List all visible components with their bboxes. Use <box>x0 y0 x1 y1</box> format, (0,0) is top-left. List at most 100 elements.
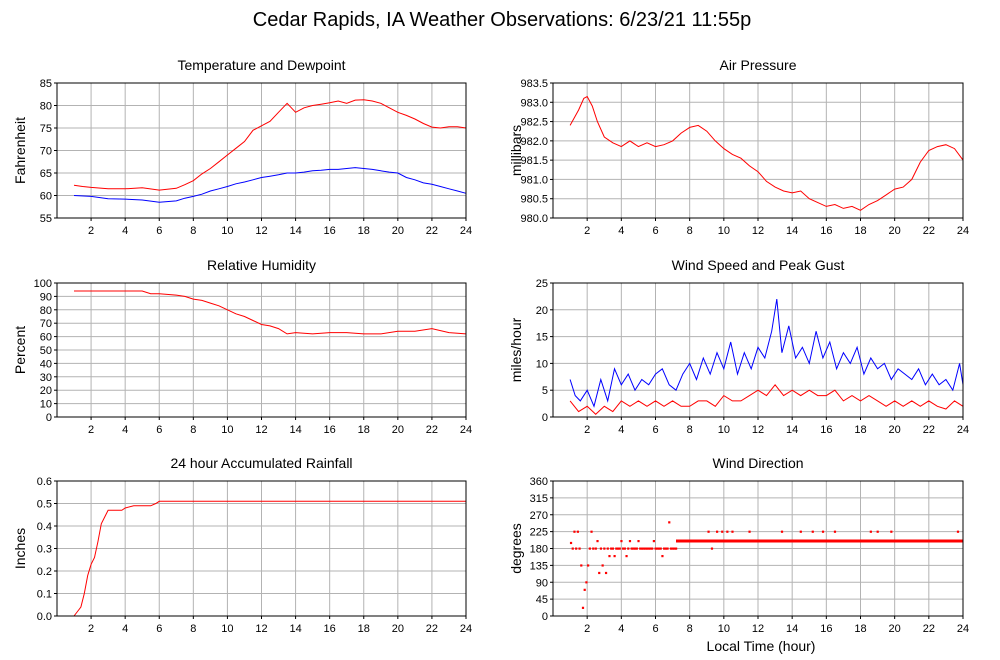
y-tick-label: 55 <box>40 213 52 225</box>
x-tick-label: 16 <box>324 424 336 436</box>
x-tick-label: 14 <box>786 424 798 436</box>
data-point <box>956 530 960 533</box>
y-tick-label: 983.0 <box>520 97 548 109</box>
data-point <box>731 530 734 533</box>
y-tick-label: 30 <box>40 372 52 384</box>
data-point <box>592 547 595 550</box>
x-tick-label: 10 <box>718 424 730 436</box>
y-tick-label: 981.0 <box>520 174 548 186</box>
data-point <box>594 547 597 550</box>
data-point <box>639 547 642 550</box>
data-point <box>642 547 645 550</box>
x-tick-label: 18 <box>358 424 370 436</box>
data-point <box>652 540 655 543</box>
data-point <box>780 530 784 533</box>
panel-title: Wind Speed and Peak Gust <box>672 257 845 273</box>
data-point <box>606 547 609 550</box>
x-tick-label: 8 <box>190 424 196 436</box>
y-tick-label: 60 <box>40 191 52 203</box>
x-tick-label: 4 <box>618 623 624 635</box>
data-point <box>726 530 729 533</box>
y-tick-label: 315 <box>530 493 548 505</box>
y-tick-label: 5 <box>542 385 548 397</box>
data-point <box>599 547 603 550</box>
x-tick-label: 2 <box>584 225 590 237</box>
x-tick-label: 2 <box>88 225 94 237</box>
y-tick-label: 80 <box>40 101 52 113</box>
x-tick-label: 6 <box>652 225 658 237</box>
y-tick-label: 0 <box>542 412 548 424</box>
x-tick-label: 10 <box>718 225 730 237</box>
y-tick-label: 65 <box>40 168 52 180</box>
data-point <box>632 547 635 550</box>
x-tick-label: 8 <box>190 623 196 635</box>
panel-title: Air Pressure <box>719 57 796 73</box>
data-point <box>571 547 574 550</box>
x-tick-label: 18 <box>854 424 866 436</box>
data-point <box>581 606 585 609</box>
x-tick-label: 24 <box>460 623 472 635</box>
y-tick-label: 100 <box>34 278 52 290</box>
data-point <box>575 547 578 550</box>
data-point <box>669 547 673 550</box>
y-axis-label: degrees <box>508 523 524 574</box>
x-tick-label: 22 <box>923 623 935 635</box>
y-tick-label: 75 <box>40 123 52 135</box>
y-tick-label: 85 <box>40 78 52 90</box>
y-tick-label: 982.5 <box>520 117 548 129</box>
y-tick-label: 981.5 <box>520 155 548 167</box>
x-tick-label: 8 <box>190 225 196 237</box>
data-point <box>585 581 588 584</box>
y-tick-label: 0.2 <box>37 566 52 578</box>
x-tick-label: 24 <box>460 225 472 237</box>
x-tick-label: 4 <box>618 424 624 436</box>
panel-title: 24 hour Accumulated Rainfall <box>170 455 352 471</box>
x-tick-label: 12 <box>255 424 267 436</box>
data-point <box>666 547 669 550</box>
x-tick-label: 18 <box>854 623 866 635</box>
x-tick-label: 16 <box>324 623 336 635</box>
x-tick-label: 20 <box>889 225 901 237</box>
y-tick-label: 982.0 <box>520 136 548 148</box>
x-tick-label: 6 <box>156 225 162 237</box>
y-tick-label: 180 <box>530 544 548 556</box>
data-point <box>664 547 667 550</box>
x-tick-label: 4 <box>122 424 128 436</box>
y-tick-label: 90 <box>40 291 52 303</box>
x-tick-label: 10 <box>221 424 233 436</box>
x-tick-label: 2 <box>88 623 94 635</box>
x-tick-label: 8 <box>687 623 693 635</box>
y-axis-label: millibars <box>508 125 524 176</box>
data-point <box>651 547 654 550</box>
x-tick-label: 2 <box>88 424 94 436</box>
y-tick-label: 135 <box>530 560 548 572</box>
x-tick-label: 20 <box>392 225 404 237</box>
y-tick-label: 0.1 <box>37 589 52 601</box>
data-point <box>590 530 593 533</box>
data-point <box>628 540 632 543</box>
x-tick-label: 18 <box>358 623 370 635</box>
data-point <box>588 547 591 550</box>
data-point <box>656 547 659 550</box>
data-point <box>657 547 661 550</box>
x-tick-label: 10 <box>221 623 233 635</box>
x-tick-label: 22 <box>426 424 438 436</box>
data-point <box>663 547 666 550</box>
x-tick-label: 6 <box>652 424 658 436</box>
panel-title: Relative Humidity <box>207 257 316 273</box>
panel-title: Wind Direction <box>712 455 803 471</box>
data-point <box>647 547 650 550</box>
data-point <box>598 571 601 575</box>
x-tick-label: 2 <box>584 424 590 436</box>
data-point <box>610 547 613 550</box>
data-point <box>668 521 671 524</box>
data-point <box>569 541 573 545</box>
data-point <box>833 530 837 533</box>
x-tick-label: 14 <box>289 225 301 237</box>
data-point <box>604 571 608 575</box>
